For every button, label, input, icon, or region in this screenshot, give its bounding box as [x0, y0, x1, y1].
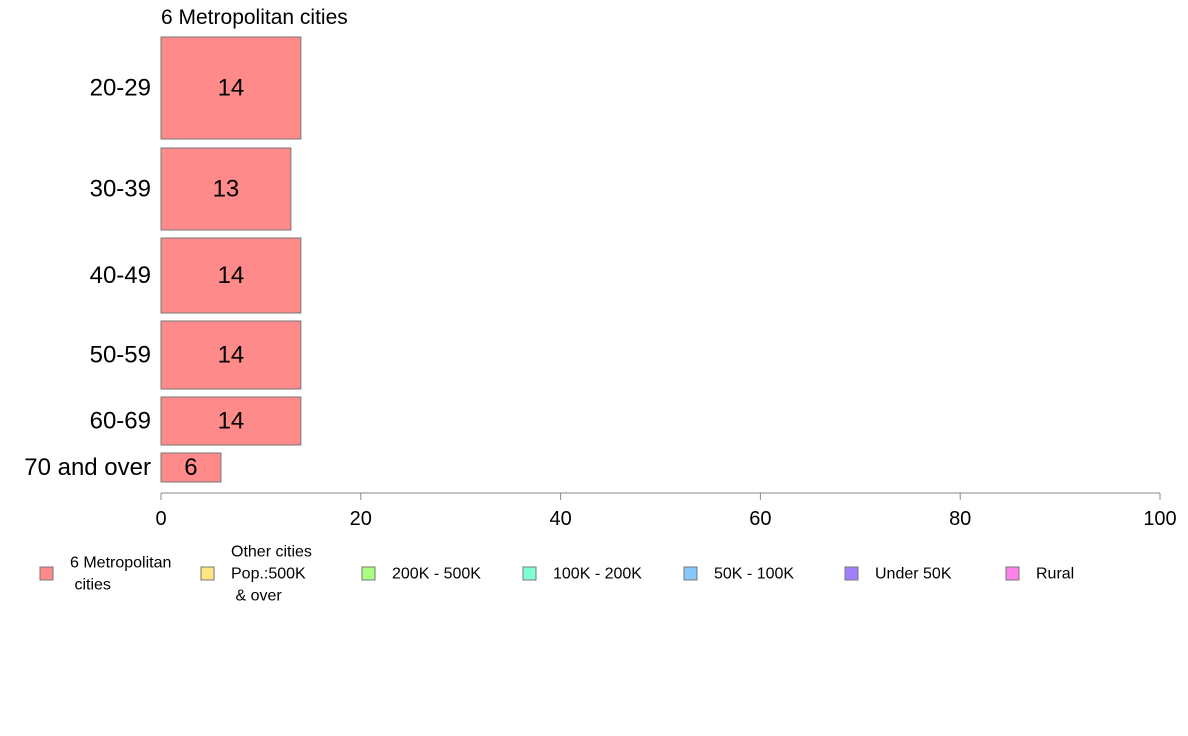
bar-value-label: 14	[218, 408, 245, 435]
legend-label: 6 Metropolitan cities	[70, 555, 171, 594]
x-tick-label: 40	[549, 508, 571, 530]
category-label: 60-69	[90, 408, 151, 435]
legend-swatch	[200, 566, 215, 581]
legend-swatch	[844, 566, 859, 581]
bar-20-29	[160, 36, 302, 140]
category-label: 40-49	[90, 262, 151, 289]
legend-swatch	[683, 566, 698, 581]
bar-value-label: 14	[218, 342, 245, 369]
category-label: 70 and over	[24, 454, 151, 481]
legend: 6 Metropolitan cities Other cities Pop.:50…	[39, 544, 1074, 605]
legend-swatch	[522, 566, 537, 581]
category-label: 20-29	[90, 75, 151, 102]
legend-label: Other cities Pop.:500K & over	[231, 544, 312, 605]
bar-70-and-over	[160, 452, 222, 483]
legend-label: 50K - 100K	[714, 566, 794, 583]
x-tick-label: 0	[155, 508, 166, 530]
bar-30-39	[160, 147, 292, 231]
bars-group: 14 20-29 13 30-39 14 40-49 14 50-59 14 60-69 6 70 a…	[24, 36, 302, 483]
x-tick-label: 60	[749, 508, 771, 530]
x-tick-label: 80	[949, 508, 971, 530]
legend-label: Under 50K	[875, 566, 952, 583]
x-tick-label: 20	[350, 508, 372, 530]
legend-swatch	[1005, 566, 1020, 581]
bar-value-label: 13	[213, 176, 240, 203]
x-tick-label: 100	[1143, 508, 1176, 530]
legend-swatch	[39, 566, 54, 581]
x-axis: 0 20 40 60 80 100	[155, 492, 1177, 530]
category-label: 50-59	[90, 342, 151, 369]
category-label: 30-39	[90, 176, 151, 203]
legend-label: 100K - 200K	[553, 566, 642, 583]
bar-value-label: 14	[218, 262, 245, 289]
legend-label: Rural	[1036, 566, 1074, 583]
legend-label: 200K - 500K	[392, 566, 481, 583]
bar-60-69	[160, 396, 302, 446]
bar-value-label: 6	[184, 454, 197, 481]
bar-40-49	[160, 237, 302, 314]
chart-title: 6 Metropolitan cities	[161, 6, 348, 29]
legend-swatch	[361, 566, 376, 581]
bar-50-59	[160, 320, 302, 390]
bar-value-label: 14	[218, 75, 245, 102]
